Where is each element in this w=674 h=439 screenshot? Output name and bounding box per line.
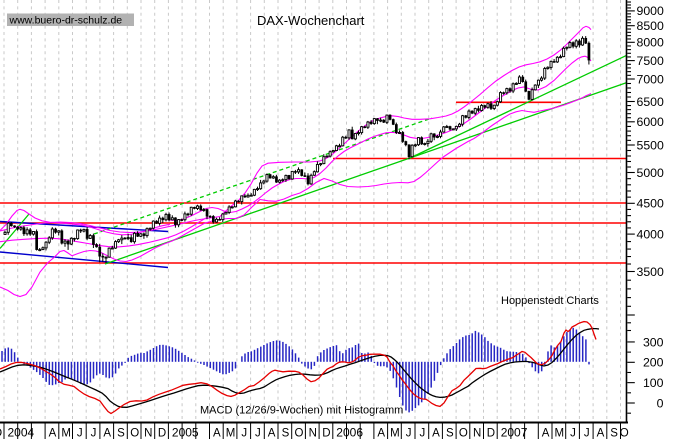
svg-text:M: M — [226, 428, 236, 439]
svg-text:J: J — [584, 428, 590, 439]
svg-text:6000: 6000 — [637, 115, 665, 129]
svg-text:S: S — [282, 428, 290, 439]
svg-text:O: O — [295, 428, 304, 439]
svg-text:A: A — [268, 428, 276, 439]
svg-text:300: 300 — [643, 335, 664, 349]
svg-text:D: D — [487, 428, 495, 439]
svg-text:M: M — [61, 428, 71, 439]
svg-text:200: 200 — [643, 356, 664, 370]
svg-text:J: J — [241, 428, 247, 439]
svg-text:4500: 4500 — [637, 197, 665, 211]
svg-text:5500: 5500 — [637, 138, 665, 152]
svg-text:100: 100 — [643, 376, 664, 390]
svg-text:3500: 3500 — [637, 265, 665, 279]
svg-text:S: S — [117, 428, 125, 439]
svg-text:Hoppenstedt Charts: Hoppenstedt Charts — [501, 295, 599, 307]
svg-text:4000: 4000 — [637, 227, 665, 241]
svg-text:S: S — [446, 428, 454, 439]
svg-text:A: A — [377, 428, 385, 439]
svg-text:0: 0 — [657, 396, 664, 410]
svg-text:O: O — [620, 428, 629, 439]
svg-text:2004: 2004 — [8, 426, 35, 439]
svg-text:2005: 2005 — [172, 426, 199, 439]
svg-text:D: D — [322, 428, 330, 439]
svg-text:O: O — [130, 428, 139, 439]
svg-text:J: J — [420, 428, 426, 439]
svg-text:8000: 8000 — [637, 36, 665, 50]
svg-text:5000: 5000 — [637, 166, 665, 180]
svg-text:N: N — [144, 428, 152, 439]
svg-text:6500: 6500 — [637, 95, 665, 109]
svg-text:A: A — [103, 428, 111, 439]
svg-text:9000: 9000 — [637, 4, 665, 18]
svg-text:J: J — [406, 428, 412, 439]
svg-text:N: N — [473, 428, 481, 439]
svg-text:A: A — [432, 428, 440, 439]
svg-text:A: A — [213, 428, 221, 439]
svg-text:D: D — [158, 428, 166, 439]
svg-text:J: J — [77, 428, 83, 439]
svg-text:D: D — [0, 426, 3, 439]
svg-text:M: M — [555, 428, 565, 439]
svg-text:7500: 7500 — [637, 54, 665, 68]
svg-text:8500: 8500 — [637, 19, 665, 33]
svg-text:J: J — [570, 428, 576, 439]
svg-text:M: M — [390, 428, 400, 439]
svg-text:J: J — [255, 428, 261, 439]
svg-text:S: S — [610, 428, 618, 439]
svg-text:A: A — [49, 428, 57, 439]
svg-text:J: J — [91, 428, 97, 439]
svg-text:7000: 7000 — [637, 72, 665, 86]
svg-text:A: A — [542, 428, 550, 439]
svg-text:MACD (12/26/9-Wochen) mit Hist: MACD (12/26/9-Wochen) mit Histogramm — [200, 405, 403, 417]
svg-text:A: A — [597, 428, 605, 439]
svg-text:2006: 2006 — [336, 426, 363, 439]
svg-text:DAX-Wochenchart: DAX-Wochenchart — [257, 13, 365, 28]
svg-text:2007: 2007 — [501, 426, 528, 439]
svg-text:N: N — [309, 428, 317, 439]
svg-text:O: O — [459, 428, 468, 439]
svg-text:www.buero-dr-schulz.de: www.buero-dr-schulz.de — [9, 15, 123, 27]
